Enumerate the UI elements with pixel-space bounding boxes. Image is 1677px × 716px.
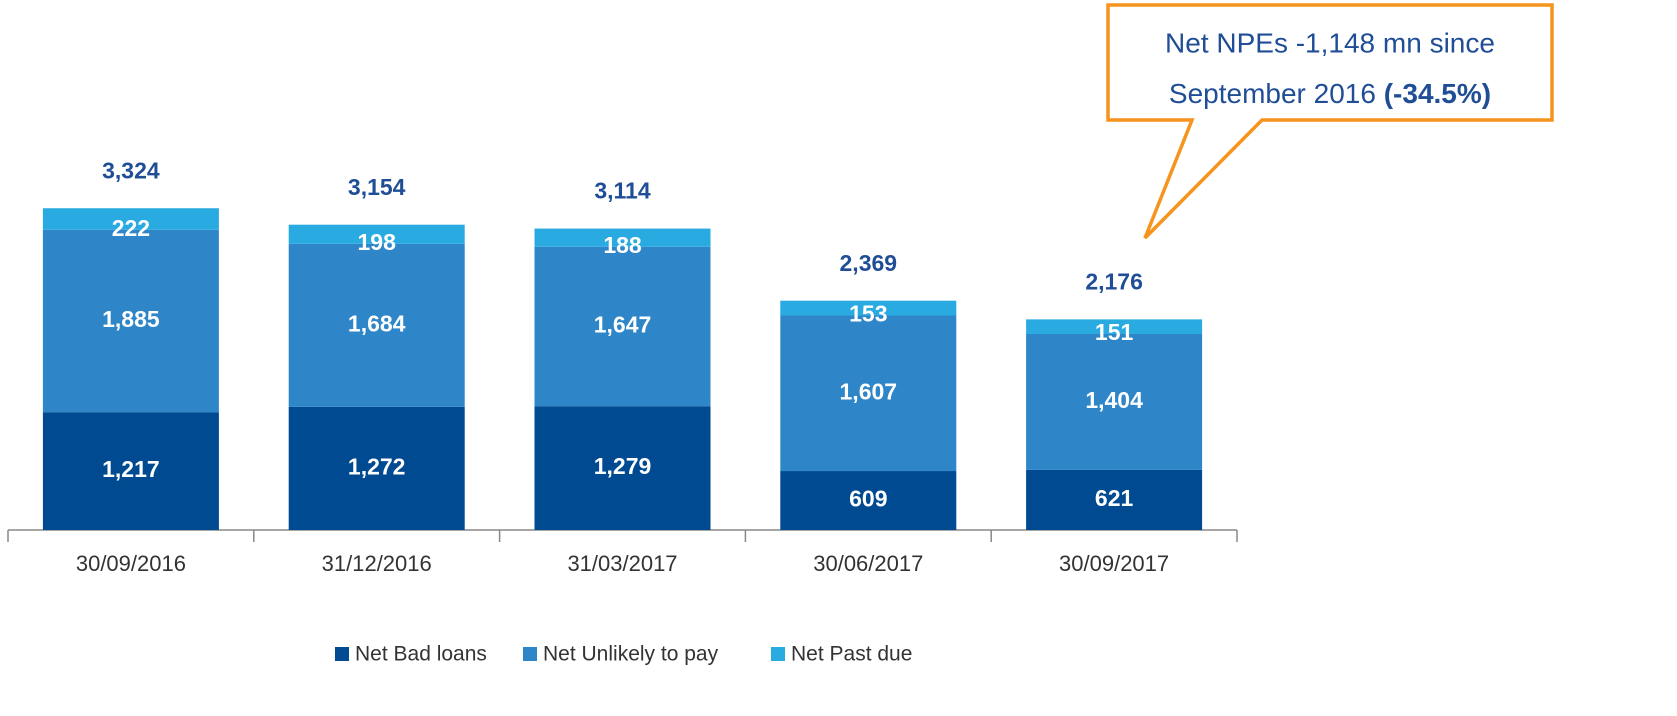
total-label: 3,154	[348, 174, 406, 200]
total-label: 3,114	[594, 178, 650, 204]
data-label: 621	[1095, 485, 1134, 511]
annotation-line: Net NPEs -1,148 mn since	[1165, 27, 1495, 58]
bar-segment	[42, 412, 219, 530]
data-label: 222	[112, 215, 150, 241]
data-label: 1,279	[594, 453, 652, 479]
data-label: 1,647	[594, 312, 652, 338]
bar-segment	[534, 246, 711, 407]
bar-segment	[1026, 469, 1203, 530]
data-label: 188	[603, 232, 642, 258]
x-tick-label: 30/09/2016	[76, 551, 186, 576]
bar-segment	[42, 229, 219, 413]
bar-segment	[42, 208, 219, 230]
annotation-line: September 2016	[1169, 78, 1376, 109]
total-label: 2,176	[1085, 268, 1143, 294]
x-tick-label: 30/09/2017	[1059, 551, 1169, 576]
bar-segment	[288, 406, 465, 530]
bar-segment	[288, 243, 465, 407]
annotation-highlight: (-34.5%)	[1384, 78, 1491, 109]
x-tick-label: 31/03/2017	[567, 551, 677, 576]
legend-label: Net Bad loans	[355, 643, 487, 666]
legend-swatch	[523, 647, 537, 661]
total-label: 2,369	[840, 250, 898, 276]
bar-segment	[1026, 333, 1203, 470]
annotation-line: September 2016 (-34.5%)	[1169, 78, 1491, 109]
data-label: 153	[849, 301, 887, 327]
data-label: 1,684	[348, 310, 406, 336]
data-label: 609	[849, 486, 887, 512]
data-label: 1,885	[102, 306, 160, 332]
bar-segment	[780, 300, 957, 316]
data-label: 198	[358, 229, 397, 255]
bar-segment	[534, 406, 711, 530]
data-label: 1,607	[840, 378, 898, 404]
data-label: 1,217	[102, 456, 160, 482]
bar-segment	[780, 471, 957, 530]
total-label: 3,324	[102, 157, 160, 183]
bar-segment	[1026, 319, 1203, 334]
legend-label: Net Unlikely to pay	[543, 643, 719, 666]
x-tick-label: 30/06/2017	[813, 551, 923, 576]
data-label: 1,404	[1085, 387, 1143, 413]
bar-segment	[780, 315, 957, 472]
bar-segment	[288, 224, 465, 244]
x-tick-label: 31/12/2016	[322, 551, 432, 576]
bar-segment	[534, 228, 711, 247]
legend-swatch	[771, 647, 785, 661]
data-label: 1,272	[348, 454, 406, 480]
legend-label: Net Past due	[791, 643, 912, 666]
callout	[1106, 3, 1554, 240]
legend-swatch	[335, 647, 349, 661]
data-label: 151	[1095, 319, 1134, 345]
